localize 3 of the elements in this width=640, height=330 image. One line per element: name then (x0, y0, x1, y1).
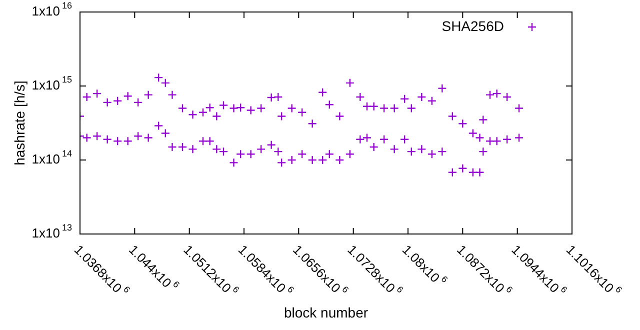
legend-label: SHA256D (442, 18, 504, 34)
x-axis-title: block number (284, 304, 368, 320)
y-axis-title: hashrate [h/s] (11, 80, 28, 166)
